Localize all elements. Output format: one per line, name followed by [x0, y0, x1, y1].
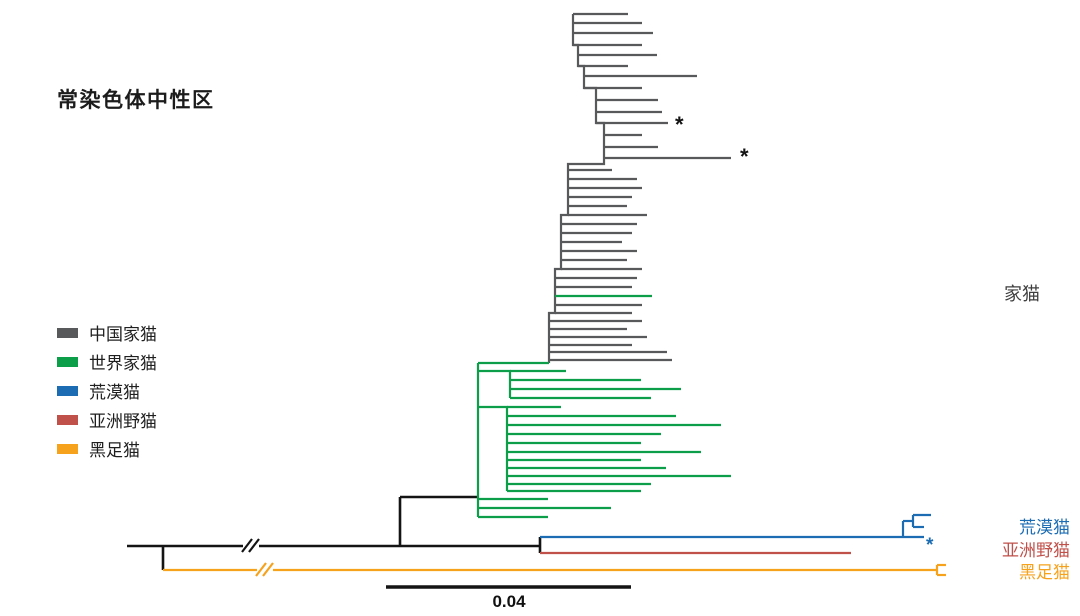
legend-label: 世界家猫: [89, 354, 157, 373]
support-asterisk: *: [675, 112, 684, 137]
support-asterisk: *: [740, 144, 749, 169]
clade-label: 亚洲野猫: [1002, 541, 1070, 560]
legend-label: 黑足猫: [89, 441, 140, 460]
legend-swatch: [57, 414, 78, 425]
legend: 中国家猫世界家猫荒漠猫亚洲野猫黑足猫: [57, 318, 157, 463]
legend-item: 黑足猫: [57, 434, 157, 463]
legend-swatch: [57, 356, 78, 367]
figure-title: 常染色体中性区: [57, 89, 215, 112]
legend-label: 中国家猫: [89, 325, 157, 344]
clade-label: 黑足猫: [1019, 563, 1070, 582]
tree-branch: [262, 562, 274, 577]
tree-branch: [547, 14, 606, 363]
legend-item: 中国家猫: [57, 318, 157, 347]
legend-item: 亚洲野猫: [57, 405, 157, 434]
tree-branch: [248, 538, 260, 553]
legend-item: 荒漠猫: [57, 376, 157, 405]
tree-branch: [478, 369, 512, 398]
legend-label: 荒漠猫: [89, 383, 140, 402]
tree-branch: [478, 405, 509, 491]
tree-branch: [241, 538, 253, 553]
support-asterisk: *: [926, 535, 934, 556]
legend-swatch: [57, 385, 78, 396]
legend-label: 亚洲野猫: [89, 412, 157, 431]
tree-branch: [255, 562, 267, 577]
legend-item: 世界家猫: [57, 347, 157, 376]
clade-label: 荒漠猫: [1019, 518, 1070, 537]
legend-swatch: [57, 327, 78, 338]
clade-label: 家猫: [1004, 284, 1040, 304]
scale-bar-label: 0.04: [492, 592, 526, 611]
legend-swatch: [57, 443, 78, 454]
